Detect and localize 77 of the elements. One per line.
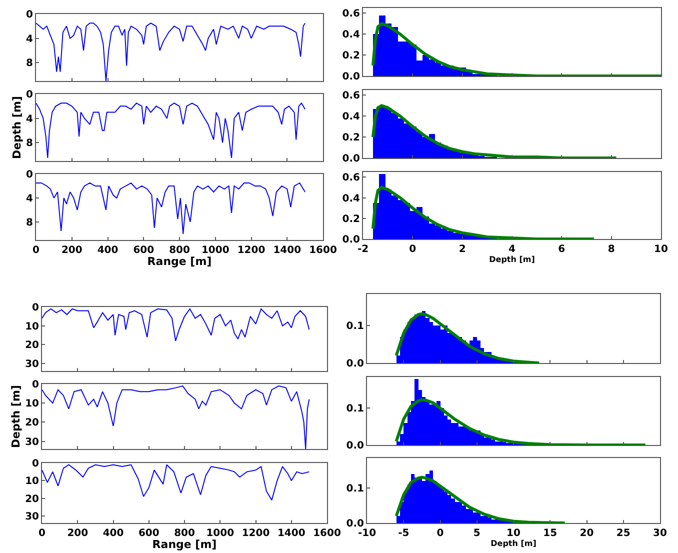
x-tick-label: 6 [558, 244, 566, 255]
x-tick-label: 1000 [206, 528, 234, 539]
y-tick-label: 0.1 [346, 404, 364, 415]
y-tick-label: 0.2 [342, 50, 360, 62]
y-tick-label: 8 [26, 58, 34, 70]
y-tick-label: 0.2 [342, 214, 360, 225]
x-tick-label: 8 [608, 244, 615, 255]
y-tick-label: 0.2 [342, 132, 360, 144]
y-tick-label: 4 [26, 194, 34, 204]
y-tick-label: 10 [25, 321, 40, 332]
y-axis-title: Depth [m] [10, 385, 23, 448]
y-tick-label: 4 [26, 34, 34, 45]
x-tick-label: 400 [97, 245, 118, 256]
x-tick-label: 25 [616, 528, 630, 539]
x-tick-label: 1600 [313, 528, 341, 539]
y-tick-label: 0 [26, 90, 34, 100]
x-axis-title: Range [m] [147, 255, 212, 268]
x-tick-label: 800 [174, 528, 195, 539]
y-tick-label: 0.1 [346, 321, 364, 332]
y-tick-label: 4 [26, 114, 34, 125]
y-tick-label: 0.0 [342, 234, 360, 246]
x-axis-title: Depth [m] [490, 539, 536, 548]
y-tick-label: 0 [26, 170, 34, 180]
x-tick-label: 1400 [277, 528, 306, 539]
y-tick-label: 30 [25, 358, 40, 370]
y-tick-label: 0.0 [342, 154, 360, 164]
y-tick-label: 0.4 [342, 30, 360, 41]
y-tick-label: 0.4 [342, 112, 360, 123]
y-tick-label: 0.0 [346, 358, 364, 370]
x-tick-label: 0 [436, 528, 444, 539]
x-tick-label: -2 [357, 244, 369, 255]
y-tick-label: 0.6 [342, 172, 360, 184]
x-tick-label: 15 [543, 528, 558, 539]
y-tick-label: 0.0 [346, 440, 364, 452]
y-tick-label: 8 [26, 138, 34, 150]
y-tick-label: 10 [25, 398, 40, 410]
y-tick-label: 0.0 [346, 518, 364, 530]
x-axis-title: Range [m] [152, 538, 217, 551]
x-tick-label: 1400 [273, 245, 302, 256]
x-tick-label: 600 [138, 528, 160, 539]
y-tick-label: 0.6 [342, 90, 360, 102]
y-tick-label: 30 [25, 436, 40, 448]
x-tick-label: 2 [458, 244, 466, 255]
x-tick-label: 0 [409, 244, 416, 255]
x-tick-label: -5 [398, 528, 410, 539]
x-tick-label: 200 [67, 528, 88, 539]
y-tick-label: 0.4 [342, 193, 360, 204]
x-tick-label: 1600 [309, 245, 337, 256]
y-tick-label: 0 [32, 302, 40, 314]
y-tick-label: 0.0 [342, 72, 360, 82]
x-tick-label: 10 [506, 528, 520, 539]
x-tick-label: 200 [61, 245, 82, 256]
x-tick-label: 400 [102, 528, 124, 539]
y-tick-label: 20 [25, 494, 40, 505]
x-tick-label: 5 [473, 528, 480, 539]
y-tick-label: 20 [25, 340, 40, 352]
y-tick-label: 10 [25, 476, 40, 488]
y-tick-label: 0 [32, 380, 40, 390]
x-tick-label: 10 [654, 244, 668, 255]
y-axis-title: Depth [m] [10, 96, 24, 159]
y-tick-label: 20 [25, 418, 40, 429]
x-tick-label: 30 [653, 528, 667, 539]
y-tick-label: 0 [26, 10, 34, 20]
x-tick-label: 20 [580, 528, 594, 539]
y-tick-label: 0.6 [342, 8, 360, 20]
y-tick-label: 30 [25, 511, 40, 522]
y-tick-label: 0 [32, 458, 40, 470]
x-tick-label: 1200 [237, 245, 266, 256]
y-tick-label: 8 [26, 218, 34, 228]
x-tick-label: -10 [358, 528, 376, 539]
x-tick-label: 800 [169, 245, 190, 256]
x-tick-label: 4 [508, 244, 516, 255]
y-tick-label: 0.1 [346, 483, 364, 494]
x-tick-label: 1200 [242, 528, 270, 539]
x-tick-label: 600 [133, 245, 154, 256]
x-tick-label: 1000 [201, 245, 230, 256]
x-axis-title: Depth [m] [489, 255, 535, 264]
